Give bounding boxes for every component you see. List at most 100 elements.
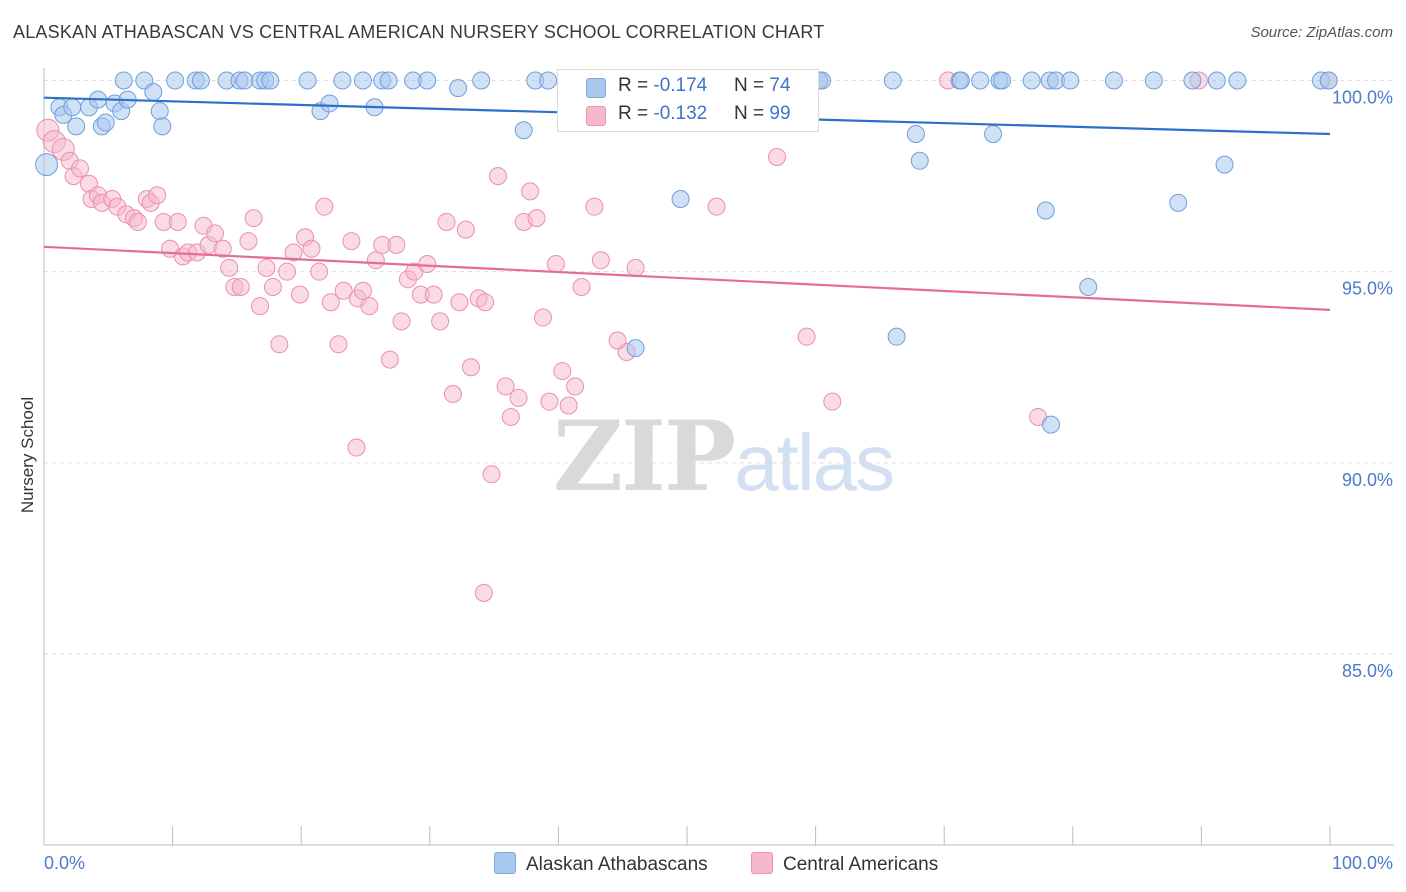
point-alaskan-athabascan: [539, 71, 558, 90]
point-alaskan-athabascan: [1215, 155, 1234, 174]
point-alaskan-athabascan: [883, 71, 902, 90]
point-central-american: [148, 186, 167, 205]
point-alaskan-athabascan: [626, 339, 645, 358]
trend-line-pink: [43, 245, 1331, 311]
point-central-american: [347, 438, 366, 457]
point-central-american: [450, 293, 469, 312]
point-central-american: [353, 281, 372, 300]
point-central-american: [797, 327, 816, 346]
y-tick-label: 95.0%: [1342, 279, 1393, 299]
point-central-american: [315, 197, 334, 216]
y-tick-label: 85.0%: [1342, 661, 1393, 681]
point-central-american: [572, 277, 591, 296]
x-tick-label: 100.0%: [1332, 853, 1393, 873]
point-central-american: [206, 224, 225, 243]
series-central-americans: [36, 71, 1338, 602]
point-central-american: [360, 297, 379, 316]
point-alaskan-athabascan: [887, 327, 906, 346]
point-alaskan-athabascan: [1207, 71, 1226, 90]
bottom-legend-pink-label: Central Americans: [783, 854, 939, 875]
point-central-american: [823, 392, 842, 411]
point-alaskan-athabascan: [1169, 193, 1188, 212]
point-central-american: [521, 182, 540, 201]
point-alaskan-athabascan: [166, 71, 185, 90]
point-central-american: [270, 335, 289, 354]
point-alaskan-athabascan: [353, 71, 372, 90]
point-alaskan-athabascan: [96, 113, 115, 132]
point-central-american: [284, 243, 303, 262]
legend-swatch-blue: [586, 78, 606, 98]
legend-swatch-pink: [586, 106, 606, 126]
point-central-american: [263, 277, 282, 296]
legend-blue-r-value: -0.174: [653, 75, 708, 96]
point-alaskan-athabascan: [1104, 71, 1123, 90]
point-central-american: [768, 147, 787, 166]
legend-pink-r-value: -0.132: [653, 103, 708, 124]
point-alaskan-athabascan: [153, 117, 172, 136]
point-alaskan-athabascan: [333, 71, 352, 90]
grid-lines: [44, 80, 1394, 655]
point-alaskan-athabascan: [1319, 71, 1338, 90]
point-alaskan-athabascan: [1183, 71, 1202, 90]
bottom-legend-pink: Central Americans: [751, 852, 938, 878]
point-alaskan-athabascan: [1022, 71, 1041, 90]
point-alaskan-athabascan: [1061, 71, 1080, 90]
y-tick-label: 100.0%: [1332, 88, 1393, 108]
point-alaskan-athabascan: [1036, 201, 1055, 220]
point-central-american: [474, 583, 493, 602]
point-central-american: [509, 388, 528, 407]
point-central-american: [424, 285, 443, 304]
point-central-american: [387, 235, 406, 254]
point-alaskan-athabascan: [910, 151, 929, 170]
point-alaskan-athabascan: [418, 71, 437, 90]
point-central-american: [334, 281, 353, 300]
point-alaskan-athabascan: [35, 153, 59, 177]
point-central-american: [476, 293, 495, 312]
legend-box: R = -0.174 N = 74 R = -0.132 N = 99: [557, 69, 819, 132]
legend-blue-n-value: 74: [769, 75, 791, 96]
point-alaskan-athabascan: [150, 102, 169, 121]
x-tick-labels: 0.0% 100.0%: [44, 853, 1393, 873]
point-central-american: [488, 167, 507, 186]
point-alaskan-athabascan: [235, 71, 254, 90]
point-central-american: [437, 212, 456, 231]
point-central-american: [251, 297, 270, 316]
point-central-american: [220, 258, 239, 277]
point-central-american: [482, 465, 501, 484]
point-alaskan-athabascan: [472, 71, 491, 90]
point-central-american: [278, 262, 297, 281]
point-alaskan-athabascan: [971, 71, 990, 90]
legend-row-pink: R = -0.132 N = 99: [558, 101, 818, 129]
point-alaskan-athabascan: [114, 71, 133, 90]
legend-pink-r-label: R =: [618, 103, 654, 124]
point-central-american: [392, 312, 411, 331]
point-alaskan-athabascan: [984, 125, 1003, 144]
point-central-american: [443, 385, 462, 404]
point-central-american: [128, 212, 147, 231]
point-central-american: [559, 396, 578, 415]
point-central-american: [608, 331, 627, 350]
point-alaskan-athabascan: [298, 71, 317, 90]
point-central-american: [707, 197, 726, 216]
legend-blue-r-label: R =: [618, 75, 654, 96]
point-central-american: [310, 262, 329, 281]
point-central-american: [168, 212, 187, 231]
point-alaskan-athabascan: [63, 98, 82, 117]
x-tick-label: 0.0%: [44, 853, 85, 873]
point-central-american: [257, 258, 276, 277]
y-tick-label: 90.0%: [1342, 470, 1393, 490]
point-alaskan-athabascan: [1228, 71, 1247, 90]
watermark-zip: ZIP: [553, 400, 736, 513]
point-alaskan-athabascan: [993, 71, 1012, 90]
point-alaskan-athabascan: [514, 121, 533, 140]
bottom-legend-swatch-blue: [494, 852, 516, 874]
chart-title: ALASKAN ATHABASCAN VS CENTRAL AMERICAN N…: [13, 22, 825, 42]
point-central-american: [591, 251, 610, 270]
legend-blue-n-label: N =: [734, 75, 770, 96]
point-central-american: [540, 392, 559, 411]
point-alaskan-athabascan: [1041, 415, 1060, 434]
point-central-american: [71, 159, 90, 178]
point-central-american: [501, 407, 520, 426]
point-central-american: [546, 255, 565, 274]
